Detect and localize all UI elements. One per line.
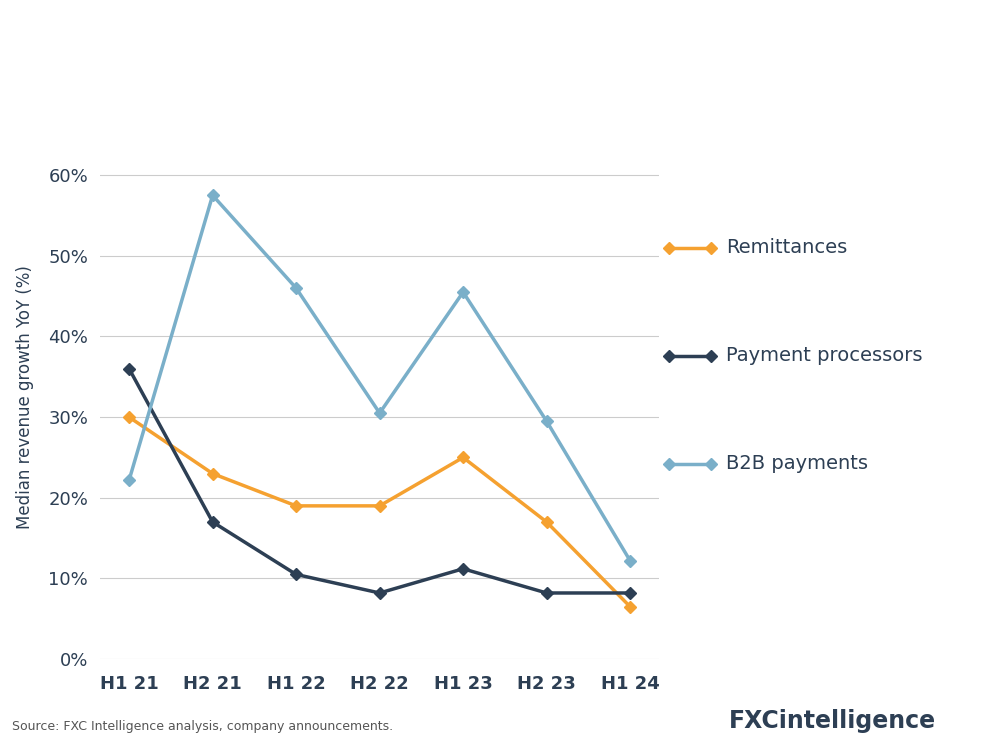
- Text: Remittances: Remittances: [726, 238, 847, 258]
- Text: B2B payments: B2B payments: [726, 454, 868, 473]
- Text: Money transfer companies grow more efficient over time: Money transfer companies grow more effic…: [13, 25, 909, 53]
- Text: Payment processors: Payment processors: [726, 346, 923, 366]
- Y-axis label: Median revenue growth YoY (%): Median revenue growth YoY (%): [16, 265, 34, 529]
- Text: Source: FXC Intelligence analysis, company announcements.: Source: FXC Intelligence analysis, compa…: [12, 720, 394, 733]
- Text: Median YoY half-yearly revenue growth across publicly traded companies: Median YoY half-yearly revenue growth ac…: [13, 72, 726, 91]
- Text: FXCintelligence: FXCintelligence: [729, 709, 936, 733]
